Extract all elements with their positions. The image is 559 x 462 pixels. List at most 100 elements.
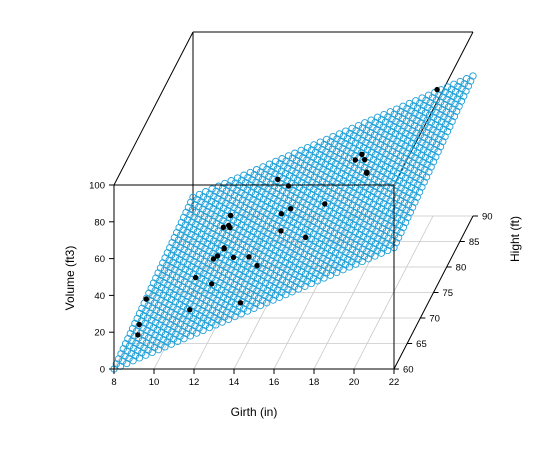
data-point	[187, 307, 193, 313]
data-point	[143, 296, 149, 302]
data-point	[227, 212, 234, 219]
plane-marker	[348, 124, 356, 133]
plane-marker	[208, 185, 216, 193]
x-tick-label: 14	[229, 377, 240, 388]
plane-marker	[265, 160, 274, 168]
y-tick-label: 65	[416, 339, 427, 350]
data-point	[136, 321, 142, 328]
plane-marker	[252, 166, 261, 174]
plane-marker	[316, 138, 324, 146]
x-tick-label: 8	[111, 377, 116, 388]
y-tick-label: 85	[469, 237, 480, 248]
plane-marker	[329, 132, 337, 141]
data-point	[214, 253, 221, 259]
plane-marker	[450, 80, 458, 88]
plane-marker	[189, 193, 197, 201]
y-tick-label: 80	[456, 263, 467, 274]
y-axis-label: Hight (ft)	[508, 216, 522, 262]
data-point	[352, 157, 358, 163]
x-tick-label: 22	[389, 377, 400, 388]
data-point	[237, 300, 244, 306]
data-point	[135, 332, 141, 338]
plane-marker	[405, 99, 414, 108]
plane-marker	[373, 113, 382, 121]
axis-ticks: 8 10 12 14 16 18 20 22 0 20 40 60 80 100 60 65 70 75 80 85 9…	[89, 181, 492, 389]
y-tick-label: 60	[403, 365, 414, 376]
plane-marker	[227, 177, 235, 185]
plane-marker	[412, 97, 420, 105]
plane-marker	[202, 188, 210, 196]
plane-marker	[424, 91, 433, 99]
data-point	[246, 254, 252, 260]
data-point	[210, 256, 217, 262]
plane-marker	[246, 168, 254, 177]
plane-marker	[322, 135, 331, 144]
plane-marker	[259, 163, 267, 171]
plane-marker	[240, 171, 248, 179]
data-point	[278, 211, 285, 217]
plane-marker	[214, 182, 223, 190]
data-point	[230, 254, 237, 261]
data-point	[364, 170, 370, 176]
x-tick-label: 18	[309, 377, 320, 388]
plane-marker	[303, 143, 312, 152]
data-point	[221, 245, 227, 251]
plane-marker	[386, 108, 394, 116]
data-point	[362, 157, 368, 163]
data-point	[275, 176, 281, 182]
z-tick-label: 20	[94, 328, 105, 339]
plane-marker	[221, 179, 229, 188]
plane-marker	[284, 152, 293, 160]
x-tick-label: 12	[189, 377, 200, 388]
data-point	[359, 151, 365, 157]
data-point	[322, 201, 328, 207]
plane-marker	[272, 157, 280, 166]
y-tick-label: 70	[429, 314, 440, 325]
plane-marker	[233, 174, 242, 182]
plane-marker	[335, 130, 344, 138]
plane-marker	[367, 116, 375, 124]
plane-marker	[361, 119, 369, 127]
plane-marker	[380, 110, 388, 119]
z-tick-label: 100	[89, 181, 105, 192]
plane-marker	[469, 72, 477, 80]
plane-marker	[443, 83, 452, 91]
plane-marker	[456, 77, 464, 86]
data-point	[302, 234, 309, 240]
z-tick-label: 40	[94, 291, 105, 302]
y-tick-label: 90	[482, 212, 493, 223]
x-tick-label: 10	[149, 377, 160, 388]
plane-marker	[195, 190, 204, 199]
plane-marker	[278, 155, 286, 163]
data-point	[288, 206, 294, 212]
plane-marker	[418, 94, 426, 102]
plane-marker	[291, 149, 299, 157]
regression-plane	[110, 72, 477, 373]
data-point	[220, 224, 226, 230]
z-axis-label: Volume (ft3)	[63, 246, 77, 311]
data-point	[434, 86, 440, 93]
data-point	[192, 274, 199, 281]
z-tick-label: 80	[94, 217, 105, 228]
plane-marker	[310, 141, 318, 149]
data-points	[135, 86, 440, 338]
data-point	[209, 281, 215, 287]
x-tick-label: 20	[349, 377, 360, 388]
data-point	[285, 183, 292, 189]
plane-marker	[354, 121, 363, 130]
plane-marker	[342, 127, 350, 135]
box-edge	[113, 31, 194, 186]
x-tick-label: 16	[269, 377, 280, 388]
plane-marker	[462, 75, 471, 83]
data-point	[254, 262, 260, 269]
x-axis-label: Girth (in)	[231, 405, 278, 419]
plane-marker	[392, 105, 401, 113]
plane-marker	[399, 102, 407, 110]
data-point	[227, 224, 233, 231]
data-point	[278, 228, 284, 234]
z-tick-label: 0	[100, 365, 105, 376]
plane-marker	[297, 146, 305, 155]
z-tick-label: 60	[94, 254, 105, 265]
y-tick-label: 75	[443, 288, 454, 299]
